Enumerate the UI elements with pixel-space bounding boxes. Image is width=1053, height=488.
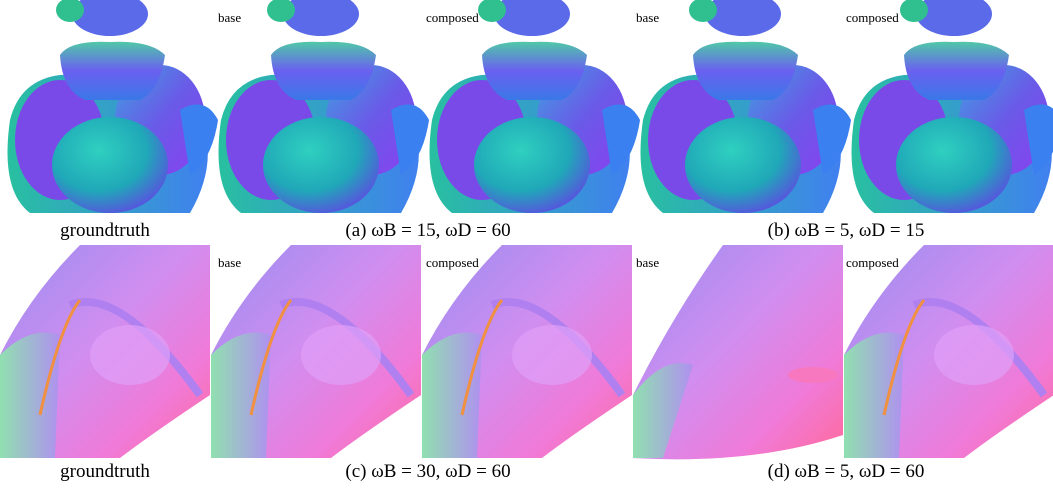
image	[844, 245, 1053, 458]
image-label: composed	[426, 10, 479, 26]
image	[0, 245, 210, 458]
caption: groundtruth	[60, 220, 150, 242]
image	[422, 245, 632, 458]
image-label: base	[636, 255, 659, 271]
image-label: composed	[846, 255, 899, 271]
caption: (a) ωB = 15, ωD = 60	[345, 220, 510, 242]
caption: groundtruth	[60, 461, 150, 483]
image-label: base	[218, 255, 241, 271]
image	[852, 0, 1053, 213]
figure: base composed base composed groundtruth …	[0, 0, 1053, 488]
image	[641, 0, 852, 213]
row-1-images	[8, 0, 1053, 213]
figure-images	[0, 0, 1053, 488]
row-2-images	[0, 245, 1053, 459]
caption: (c) ωB = 30, ωD = 60	[345, 461, 510, 483]
image	[430, 0, 641, 213]
image	[633, 245, 843, 459]
image	[8, 0, 219, 213]
caption: (b) ωB = 5, ωD = 15	[768, 220, 925, 242]
image-label: base	[636, 10, 659, 26]
image	[219, 0, 430, 213]
image-label: composed	[426, 255, 479, 271]
caption: (d) ωB = 5, ωD = 60	[768, 461, 925, 483]
image	[211, 245, 421, 458]
image-label: composed	[846, 10, 899, 26]
image-label: base	[218, 10, 241, 26]
